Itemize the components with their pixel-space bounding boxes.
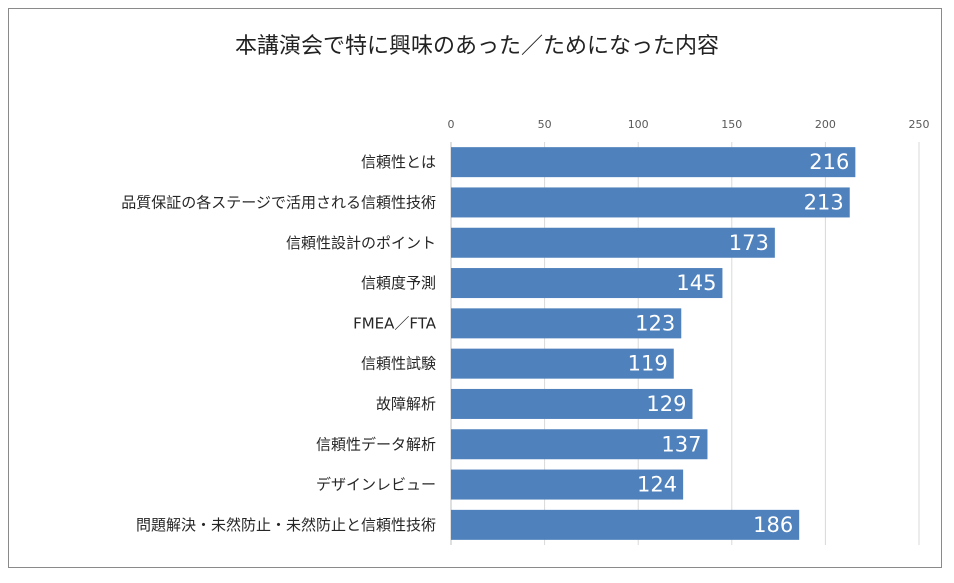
- bar: [451, 348, 674, 379]
- x-tick-label: 250: [909, 118, 930, 131]
- bar: [451, 308, 682, 339]
- data-label: 119: [628, 352, 668, 376]
- data-label: 137: [661, 432, 701, 456]
- data-label: 186: [753, 513, 793, 537]
- data-label: 124: [637, 473, 677, 497]
- bar: [451, 509, 800, 540]
- category-label: 信頼性設計のポイント: [286, 234, 436, 252]
- x-tick-label: 0: [448, 118, 455, 131]
- bar: [451, 227, 775, 258]
- bar: [451, 268, 723, 299]
- category-label: デザインレビュー: [316, 476, 436, 494]
- data-label: 173: [729, 231, 769, 255]
- bar: [451, 147, 856, 178]
- data-label: 129: [646, 392, 686, 416]
- category-label: FMEA／FTA: [353, 314, 437, 332]
- bar: [451, 469, 684, 500]
- data-label: 216: [809, 150, 849, 174]
- x-tick-label: 100: [628, 118, 649, 131]
- category-label: 故障解析: [376, 395, 436, 413]
- data-label: 213: [804, 190, 844, 214]
- bar: [451, 429, 708, 460]
- x-tick-label: 150: [721, 118, 742, 131]
- data-label: 145: [676, 271, 716, 295]
- category-label: 信頼性とは: [361, 153, 436, 171]
- chart-title: 本講演会で特に興味のあった／ためになった内容: [234, 34, 719, 59]
- category-label: 問題解決・未然防止・未然防止と信頼性技術: [136, 516, 436, 534]
- category-label: 信頼性データ解析: [316, 435, 436, 453]
- category-label: 品質保証の各ステージで活用される信頼性技術: [121, 193, 436, 211]
- x-tick-label: 200: [815, 118, 836, 131]
- x-tick-label: 50: [538, 118, 552, 131]
- category-label: 信頼性試験: [361, 355, 436, 373]
- data-label: 123: [635, 311, 675, 335]
- category-label: 信頼度予測: [361, 274, 436, 292]
- bar: [451, 388, 693, 419]
- bar: [451, 187, 850, 218]
